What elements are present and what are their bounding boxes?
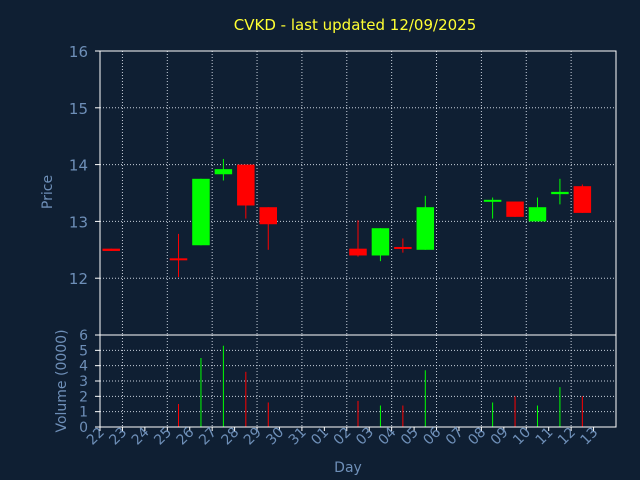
x-tick-label: 28: [219, 425, 243, 449]
candle-body: [237, 164, 255, 206]
x-tick-label: 29: [241, 425, 265, 449]
x-tick-label: 23: [106, 425, 130, 449]
x-tick-label: 24: [129, 424, 153, 448]
x-tick-label: 06: [420, 424, 444, 448]
price-tick-label: 14: [69, 157, 88, 175]
chart-title: CVKD - last updated 12/09/2025: [234, 16, 477, 34]
candle-body: [394, 246, 412, 249]
x-tick-label: 31: [286, 425, 310, 449]
price-axis-label: Price: [40, 175, 56, 209]
x-tick-label: 02: [331, 425, 355, 449]
price-tick-label: 15: [69, 100, 88, 118]
x-tick-label: 26: [174, 424, 198, 448]
x-tick-label: 01: [308, 425, 332, 449]
volume-tick-label: 2: [79, 389, 88, 405]
volume-tick-label: 3: [79, 374, 88, 390]
candle-body: [483, 199, 502, 202]
x-tick-label: 25: [151, 425, 175, 449]
x-tick-label: 03: [353, 425, 377, 449]
candle-body: [192, 178, 210, 246]
x-tick-label: 12: [555, 425, 579, 449]
candle-body: [102, 248, 120, 251]
ticks-layer: 1213141516012345622232425262728293031010…: [69, 43, 601, 448]
x-tick-label: 09: [488, 425, 512, 449]
candle-body: [506, 201, 524, 217]
volume-tick-label: 1: [79, 405, 88, 421]
x-tick-label: 30: [263, 425, 287, 449]
price-panel-frame: [99, 50, 617, 336]
volume-axis-label: Volume (0000): [54, 329, 70, 432]
x-tick-label: 11: [533, 425, 557, 449]
x-tick-label: 10: [510, 425, 534, 449]
candle-body: [573, 186, 592, 213]
volume-tick-label: 5: [79, 343, 88, 359]
x-axis-label: Day: [334, 460, 362, 476]
candle-body: [214, 169, 233, 175]
price-tick-label: 12: [69, 270, 88, 288]
candle-body: [259, 207, 278, 225]
price-tick-label: 16: [69, 43, 88, 61]
candle-body: [416, 207, 435, 250]
candle-body: [551, 191, 569, 195]
candle-body: [371, 228, 390, 256]
price-tick-label: 13: [69, 213, 88, 231]
x-tick-label: 27: [196, 425, 220, 449]
x-tick-label: 05: [398, 425, 422, 449]
marks-layer: [102, 158, 592, 427]
x-tick-label: 04: [376, 424, 400, 448]
x-tick-label: 07: [443, 425, 467, 449]
candle-body: [528, 207, 547, 222]
volume-tick-label: 4: [79, 359, 88, 375]
candle-body: [169, 258, 188, 261]
volume-tick-label: 6: [79, 328, 88, 344]
x-tick-label: 13: [577, 425, 601, 449]
volume-tick-label: 0: [79, 420, 88, 436]
x-tick-label: 08: [465, 425, 489, 449]
candle-body: [349, 248, 367, 256]
